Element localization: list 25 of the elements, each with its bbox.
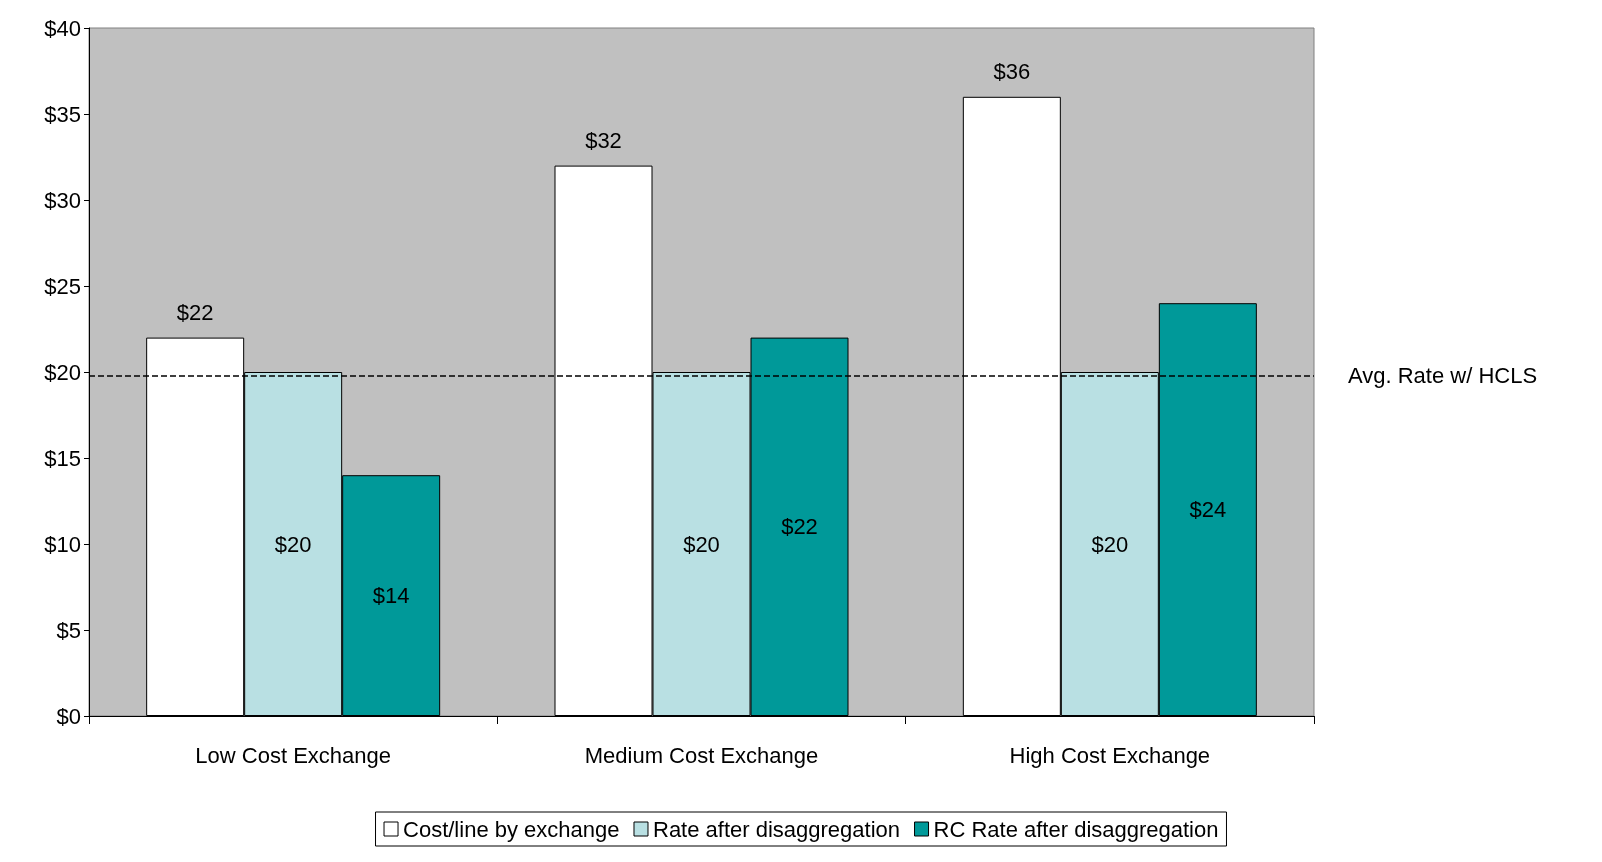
x-tick-label: High Cost Exchange xyxy=(1009,742,1211,768)
y-tick-label: $10 xyxy=(44,531,81,557)
y-tick-label: $15 xyxy=(44,445,81,471)
ref-line-label: Avg. Rate w/ HCLS xyxy=(1348,362,1538,388)
x-tick-label: Low Cost Exchange xyxy=(195,742,391,768)
data-label: $22 xyxy=(176,300,214,326)
data-label: $32 xyxy=(585,128,622,154)
y-tick-label: $0 xyxy=(56,703,81,729)
data-label: $22 xyxy=(781,514,818,540)
legend-label: Cost/line by exchange xyxy=(403,816,620,842)
data-label: $14 xyxy=(372,583,410,609)
x-tick-label: Medium Cost Exchange xyxy=(584,742,819,768)
y-tick-label: $40 xyxy=(44,15,81,41)
legend-label: RC Rate after disaggregation xyxy=(933,816,1219,842)
data-label: $24 xyxy=(1189,497,1227,523)
data-label: $20 xyxy=(1091,531,1129,557)
data-label: $20 xyxy=(683,531,720,557)
y-tick-label: $30 xyxy=(44,187,81,213)
y-tick-label: $25 xyxy=(44,273,81,299)
data-label: $20 xyxy=(274,531,312,557)
y-tick-label: $5 xyxy=(56,617,81,643)
y-tick-label: $35 xyxy=(44,101,81,127)
legend-label: Rate after disaggregation xyxy=(652,816,901,842)
data-label: $36 xyxy=(993,59,1031,85)
y-tick-label: $20 xyxy=(44,359,81,385)
